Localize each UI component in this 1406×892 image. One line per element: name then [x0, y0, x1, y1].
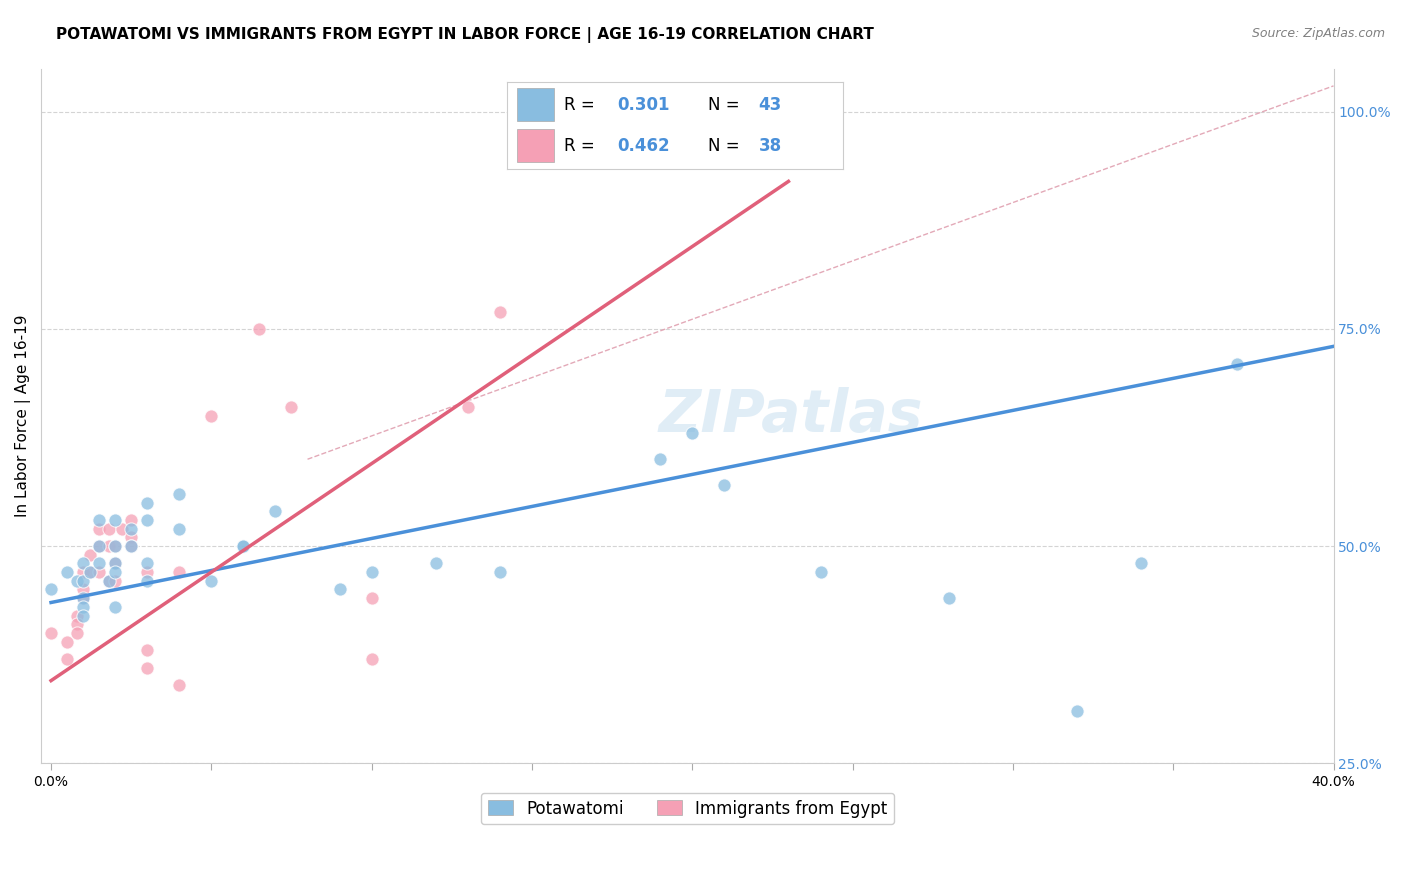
Point	[745, 104, 768, 119]
Point	[457, 400, 479, 414]
Point	[489, 565, 512, 579]
Point	[120, 530, 142, 544]
Point	[232, 539, 254, 553]
Point	[104, 513, 127, 527]
Point	[120, 522, 142, 536]
Point	[232, 539, 254, 553]
Point	[104, 557, 127, 571]
Point	[136, 574, 159, 588]
Point	[56, 565, 79, 579]
Point	[79, 548, 101, 562]
Text: Source: ZipAtlas.com: Source: ZipAtlas.com	[1251, 27, 1385, 40]
Point	[1226, 357, 1249, 371]
Point	[169, 565, 191, 579]
Point	[200, 574, 222, 588]
Point	[66, 626, 89, 640]
Point	[104, 539, 127, 553]
Point	[104, 599, 127, 614]
Text: POTAWATOMI VS IMMIGRANTS FROM EGYPT IN LABOR FORCE | AGE 16-19 CORRELATION CHART: POTAWATOMI VS IMMIGRANTS FROM EGYPT IN L…	[56, 27, 875, 43]
Point	[120, 513, 142, 527]
Point	[169, 487, 191, 501]
Point	[110, 522, 132, 536]
Text: ZIPatlas: ZIPatlas	[658, 387, 924, 444]
Point	[72, 591, 94, 606]
Point	[72, 608, 94, 623]
Point	[89, 557, 111, 571]
Point	[79, 565, 101, 579]
Point	[1066, 704, 1088, 718]
Point	[360, 565, 382, 579]
Point	[97, 574, 120, 588]
Point	[938, 591, 960, 606]
Point	[713, 478, 735, 492]
Point	[136, 557, 159, 571]
Point	[66, 574, 89, 588]
Point	[136, 513, 159, 527]
Point	[79, 565, 101, 579]
Point	[681, 426, 703, 441]
Point	[169, 522, 191, 536]
Point	[264, 504, 287, 518]
Point	[136, 496, 159, 510]
Point	[72, 574, 94, 588]
Point	[104, 557, 127, 571]
Point	[97, 539, 120, 553]
Point	[360, 652, 382, 666]
Point	[89, 565, 111, 579]
Point	[104, 565, 127, 579]
Point	[136, 660, 159, 674]
Point	[425, 557, 447, 571]
Point	[89, 522, 111, 536]
Point	[72, 582, 94, 597]
Point	[66, 608, 89, 623]
Point	[72, 591, 94, 606]
Point	[360, 591, 382, 606]
Point	[810, 565, 832, 579]
Point	[650, 452, 672, 467]
Point	[329, 582, 352, 597]
Point	[136, 643, 159, 657]
Point	[136, 565, 159, 579]
Point	[200, 409, 222, 423]
Point	[97, 574, 120, 588]
Point	[66, 617, 89, 632]
Point	[104, 574, 127, 588]
Point	[89, 539, 111, 553]
Point	[489, 304, 512, 318]
Point	[39, 582, 62, 597]
Point	[120, 539, 142, 553]
Point	[169, 678, 191, 692]
Legend: Potawatomi, Immigrants from Egypt: Potawatomi, Immigrants from Egypt	[481, 793, 894, 824]
Point	[97, 522, 120, 536]
Point	[280, 400, 302, 414]
Point	[104, 539, 127, 553]
Point	[56, 652, 79, 666]
Point	[39, 626, 62, 640]
Point	[681, 104, 703, 119]
Point	[1226, 834, 1249, 848]
Point	[249, 322, 271, 336]
Point	[89, 513, 111, 527]
Y-axis label: In Labor Force | Age 16-19: In Labor Force | Age 16-19	[15, 315, 31, 517]
Point	[56, 634, 79, 648]
Point	[72, 599, 94, 614]
Point	[72, 557, 94, 571]
Point	[72, 565, 94, 579]
Point	[1130, 557, 1153, 571]
Point	[120, 539, 142, 553]
Point	[89, 539, 111, 553]
